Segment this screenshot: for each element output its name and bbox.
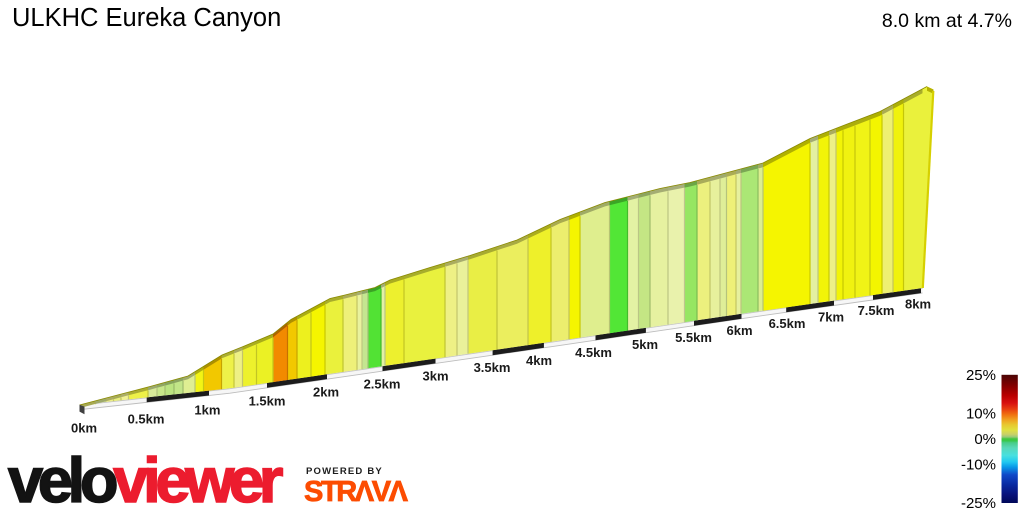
svg-text:7.5km: 7.5km bbox=[858, 303, 895, 318]
svg-text:25%: 25% bbox=[966, 367, 996, 384]
svg-text:8km: 8km bbox=[905, 297, 931, 312]
svg-text:5.5km: 5.5km bbox=[675, 330, 712, 345]
svg-text:10%: 10% bbox=[966, 406, 996, 423]
svg-text:2.5km: 2.5km bbox=[364, 376, 401, 391]
svg-text:0.5km: 0.5km bbox=[128, 412, 165, 427]
svg-text:6km: 6km bbox=[726, 323, 752, 338]
svg-text:4km: 4km bbox=[526, 353, 552, 368]
svg-text:3km: 3km bbox=[422, 368, 448, 383]
svg-text:7km: 7km bbox=[818, 310, 844, 325]
svg-text:-25%: -25% bbox=[961, 495, 996, 512]
svg-text:0%: 0% bbox=[974, 431, 996, 448]
svg-text:6.5km: 6.5km bbox=[769, 316, 806, 331]
svg-text:5km: 5km bbox=[632, 337, 658, 352]
svg-text:-10%: -10% bbox=[961, 457, 996, 474]
svg-text:3.5km: 3.5km bbox=[474, 360, 511, 375]
svg-text:2km: 2km bbox=[313, 385, 339, 400]
svg-text:1km: 1km bbox=[194, 402, 220, 417]
svg-text:4.5km: 4.5km bbox=[575, 345, 612, 360]
svg-text:1.5km: 1.5km bbox=[249, 394, 286, 409]
svg-text:0km: 0km bbox=[71, 421, 97, 436]
